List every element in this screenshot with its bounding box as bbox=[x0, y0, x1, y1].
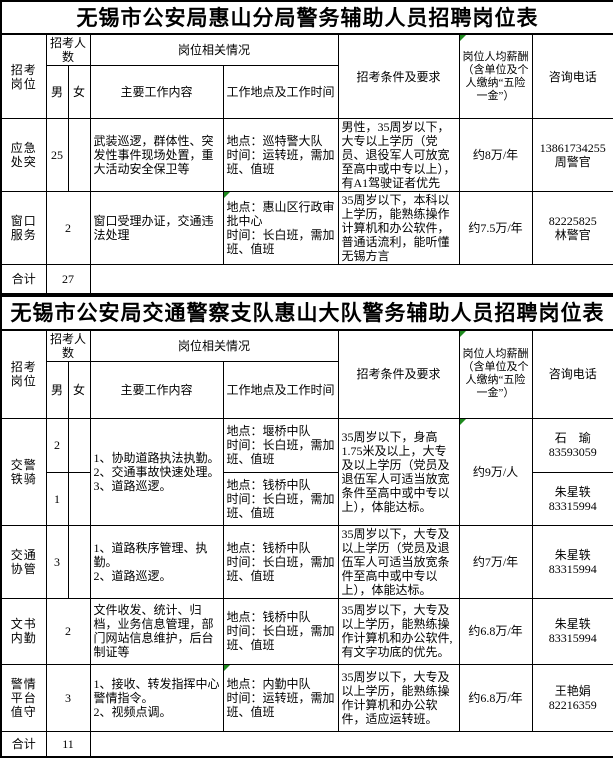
table1-row2-phone: 82225825 林警官 bbox=[532, 192, 613, 265]
table2-tieqi-sub1-location: 地点：堰桥中队 时间：长白班，需加班、值班 bbox=[223, 418, 338, 472]
table2-xieguan-position: 交通协管 bbox=[1, 525, 46, 598]
table2-wenshu-location: 地点：钱桥中队 时间：长白班，需加班、值班 bbox=[223, 598, 338, 664]
table1-header-salary-label: 岗位人均薪酬 （含单位及个人缴纳“五险一金”） bbox=[463, 51, 529, 102]
table2-wenshu-position: 文书内勤 bbox=[1, 598, 46, 664]
table1-total-empty bbox=[90, 265, 613, 294]
table2-header-content: 主要工作内容 bbox=[90, 361, 223, 418]
table-row: 交通协管 3 1、道路秩序管理、执勤。 2、道路巡逻。 地点：钱桥中队 时间：长… bbox=[1, 525, 613, 598]
table2-header-location: 工作地点及工作时间 bbox=[223, 361, 338, 418]
table2-tieqi-sub1-male-count: 2 bbox=[46, 418, 68, 472]
table1-header-male: 男 bbox=[46, 66, 68, 119]
table2-total-empty bbox=[90, 731, 613, 757]
table2-xieguan-male-count: 3 bbox=[46, 525, 68, 598]
table-row: 合计 27 bbox=[1, 265, 613, 294]
table-row: 交警铁骑 2 1、协助道路执法执勤。 2、交通事故快速处理。 3、道路巡逻。 地… bbox=[1, 418, 613, 472]
table1-row2-count: 2 bbox=[46, 192, 90, 265]
table1-header-position: 招考岗位 bbox=[1, 34, 46, 119]
table1-row2-location-text: 地点：惠山区行政审批中心 时间：长白班，需加班、值班 bbox=[227, 200, 335, 256]
cell-comment-indicator-icon bbox=[460, 331, 466, 337]
table-row: 窗口服务 2 窗口受理办证，交通违法处理 地点：惠山区行政审批中心 时间：长白班… bbox=[1, 192, 613, 265]
table2-jingqing-content: 1、接收、转发指挥中心警情指令。 2、视频点调。 bbox=[90, 664, 223, 731]
table2-tieqi-conditions: 35周岁以下，身高1.75米及以上，大专及以上学历（党员及退伍军人可适当放宽条件… bbox=[338, 418, 459, 525]
table2-xieguan-content: 1、道路秩序管理、执勤。 2、道路巡逻。 bbox=[90, 525, 223, 598]
table2-xieguan-location: 地点：钱桥中队 时间：长白班，需加班、值班 bbox=[223, 525, 338, 598]
table2-jingqing-salary: 约6.8万/年 bbox=[459, 664, 532, 731]
table-row: 合计 11 bbox=[1, 731, 613, 757]
table2-tieqi-salary: 约9万/人 bbox=[459, 418, 532, 525]
table-traffic-police: 无锡市公安局交通警察支队惠山大队警务辅助人员招聘岗位表 招考岗位 招考人数 岗位… bbox=[0, 295, 613, 758]
table2-jingqing-conditions: 35周岁以下，大专及以上学历，能熟练操作计算机和办公软件，适应运转班。 bbox=[338, 664, 459, 731]
table2-tieqi-sub2-phone: 朱星轶 83315994 bbox=[532, 472, 613, 525]
table1-row2-content: 窗口受理办证，交通违法处理 bbox=[90, 192, 223, 265]
table2-jingqing-count: 3 bbox=[46, 664, 90, 731]
table2-tieqi-salary-text: 约9万/人 bbox=[473, 465, 518, 479]
table2-wenshu-phone: 朱星轶 83315994 bbox=[532, 598, 613, 664]
table1-total-value: 27 bbox=[46, 265, 90, 294]
table2-wenshu-salary: 约6.8万/年 bbox=[459, 598, 532, 664]
table2-header-female: 女 bbox=[68, 361, 90, 418]
table1-row1-phone: 13861734255 周警官 bbox=[532, 119, 613, 192]
table2-jingqing-phone: 王艳娟 82216359 bbox=[532, 664, 613, 731]
table2-tieqi-sub1-phone: 石 瑜 83593059 bbox=[532, 418, 613, 472]
table1-header-phone: 咨询电话 bbox=[532, 34, 613, 119]
table1-header-location: 工作地点及工作时间 bbox=[223, 66, 338, 119]
table-row: 文书内勤 2 文件收发、统计、归档，业务信息管理，部门网站信息维护，后台制证等 … bbox=[1, 598, 613, 664]
cell-comment-indicator-icon bbox=[460, 419, 466, 425]
table1-row1-position: 应急处突 bbox=[1, 119, 46, 192]
table1-row2-location: 地点：惠山区行政审批中心 时间：长白班，需加班、值班 bbox=[223, 192, 338, 265]
table1-row2-salary: 约7.5万/年 bbox=[459, 192, 532, 265]
table1-row2-position: 窗口服务 bbox=[1, 192, 46, 265]
table2-total-label: 合计 bbox=[1, 731, 46, 757]
table2-tieqi-sub2-male-count: 1 bbox=[46, 472, 68, 525]
table2-xieguan-conditions: 35周岁以下，大专及以上学历（党员及退伍军人可适当放宽条件至高中或中专以上），体… bbox=[338, 525, 459, 598]
cell-comment-indicator-icon bbox=[460, 35, 466, 41]
table2-header-salary-label: 岗位人均薪酬 （含单位及个人缴纳“五险一金”） bbox=[463, 348, 529, 399]
table1-row1-conditions: 男性，35周岁以下，大专以上学历（党员、退役军人可放宽至高中或中专以上），有A1… bbox=[338, 119, 459, 192]
table-row: 警情平台值守 3 1、接收、转发指挥中心警情指令。 2、视频点调。 地点：内勤中… bbox=[1, 664, 613, 731]
table1-title: 无锡市公安局惠山分局警务辅助人员招聘岗位表 bbox=[1, 1, 613, 34]
table1-row1-male-count: 25 bbox=[46, 119, 68, 192]
table1-header-female: 女 bbox=[68, 66, 90, 119]
table1-header-count: 招考人数 bbox=[46, 34, 90, 66]
table2-tieqi-position: 交警铁骑 bbox=[1, 418, 46, 525]
table2-jingqing-location: 地点：内勤中队 时间：运转班，需加班、值班 bbox=[223, 664, 338, 731]
table2-xieguan-phone: 朱星轶 83315994 bbox=[532, 525, 613, 598]
cell-comment-indicator-icon bbox=[224, 665, 230, 671]
table-row: 应急处突 25 武装巡逻，群体性、突发性事件现场处置，重大活动安全保卫等 地点：… bbox=[1, 119, 613, 192]
table1-row2-conditions: 35周岁以下，本科以上学历，能熟练操作计算机和办公软件，普通话流利，能听懂无锡方… bbox=[338, 192, 459, 265]
table2-wenshu-conditions: 35周岁以下，大专及以上学历，能熟练操作计算机和办公软件,有文字功底的优先。 bbox=[338, 598, 459, 664]
table1-row1-female-count bbox=[68, 119, 90, 192]
table2-xieguan-salary: 约7万/年 bbox=[459, 525, 532, 598]
table2-wenshu-content: 文件收发、统计、归档，业务信息管理，部门网站信息维护，后台制证等 bbox=[90, 598, 223, 664]
table2-jingqing-position: 警情平台值守 bbox=[1, 664, 46, 731]
table2-header-salary: 岗位人均薪酬 （含单位及个人缴纳“五险一金”） bbox=[459, 330, 532, 419]
table2-total-value: 11 bbox=[46, 731, 90, 757]
table-huishan-branch: 无锡市公安局惠山分局警务辅助人员招聘岗位表 招考岗位 招考人数 岗位相关情况 招… bbox=[0, 0, 613, 295]
table2-title: 无锡市公安局交通警察支队惠山大队警务辅助人员招聘岗位表 bbox=[1, 296, 613, 330]
table2-header-conditions: 招考条件及要求 bbox=[338, 330, 459, 419]
table1-header-content: 主要工作内容 bbox=[90, 66, 223, 119]
table2-tieqi-sub2-location: 地点：钱桥中队 时间：长白班，需加班、值班 bbox=[223, 472, 338, 525]
table1-total-label: 合计 bbox=[1, 265, 46, 294]
table2-tieqi-sub2-female-count bbox=[68, 472, 90, 525]
table1-header-related: 岗位相关情况 bbox=[90, 34, 338, 66]
table1-header-conditions: 招考条件及要求 bbox=[338, 34, 459, 119]
table2-wenshu-count: 2 bbox=[46, 598, 90, 664]
table2-header-count: 招考人数 bbox=[46, 330, 90, 362]
table1-header-salary: 岗位人均薪酬 （含单位及个人缴纳“五险一金”） bbox=[459, 34, 532, 119]
table1-row1-salary: 约8万/年 bbox=[459, 119, 532, 192]
table2-jingqing-location-text: 地点：内勤中队 时间：运转班，需加班、值班 bbox=[227, 677, 335, 719]
table2-header-related: 岗位相关情况 bbox=[90, 330, 338, 362]
table2-header-position: 招考岗位 bbox=[1, 330, 46, 419]
table1-row1-content: 武装巡逻，群体性、突发性事件现场处置，重大活动安全保卫等 bbox=[90, 119, 223, 192]
table2-header-male: 男 bbox=[46, 361, 68, 418]
cell-comment-indicator-icon bbox=[224, 192, 230, 198]
table2-tieqi-content: 1、协助道路执法执勤。 2、交通事故快速处理。 3、道路巡逻。 bbox=[90, 418, 223, 525]
table2-tieqi-sub1-female-count bbox=[68, 418, 90, 472]
table2-xieguan-female-count bbox=[68, 525, 90, 598]
table2-header-phone: 咨询电话 bbox=[532, 330, 613, 419]
table1-row1-location: 地点：巡特警大队 时间：运转班，需加班、值班 bbox=[223, 119, 338, 192]
